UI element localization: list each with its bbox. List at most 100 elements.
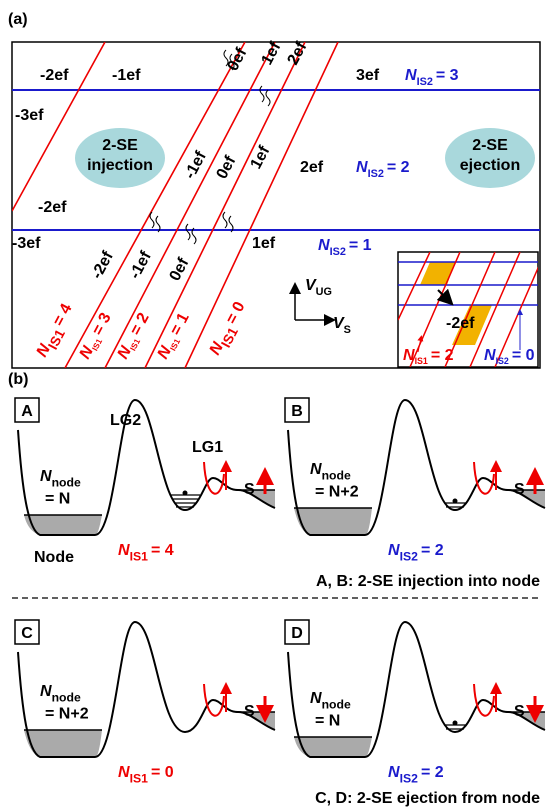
charge-label: -3ef — [15, 107, 44, 124]
symbol-label: Nnode= N+2 — [310, 461, 359, 501]
symbol: N — [403, 347, 415, 364]
symbol-label: Nnode = N — [310, 690, 351, 730]
value: = 2 — [431, 347, 454, 364]
symbol: N — [118, 542, 130, 559]
process-label: ejection — [460, 157, 520, 174]
value: = 2 — [387, 159, 410, 176]
symbol: N — [310, 690, 322, 707]
subscript: IS1 — [90, 337, 104, 352]
subscript: IS1 — [168, 337, 182, 352]
value: = N — [45, 491, 70, 508]
electron — [183, 491, 188, 496]
process-label: 2-SE — [102, 137, 138, 154]
figure: (a) (b) -2ef-1ef0ef1ef2ef3efNIS2= 3-3ef-… — [0, 0, 549, 810]
subscript: IS2 — [496, 356, 509, 366]
symbol-label: VS — [333, 315, 351, 336]
charge-label: 1ef — [248, 143, 274, 172]
symbol: N — [40, 683, 52, 700]
subscript: S — [344, 324, 351, 336]
subscript: IS2 — [400, 771, 419, 785]
charge-label: -2ef — [40, 67, 69, 84]
symbol: N — [405, 67, 417, 84]
symbol-label: Nnode = N — [40, 468, 81, 508]
electron — [453, 721, 458, 726]
symbol-label: NIS2= 2 — [356, 159, 410, 180]
subscript: IS2 — [417, 76, 433, 88]
subscript: IS1 — [128, 337, 142, 352]
charge-label: -1ef — [112, 67, 141, 84]
subscript: IS2 — [400, 549, 419, 563]
value: = 1 — [349, 237, 372, 254]
break-marks — [150, 50, 270, 244]
charge-label: -3ef — [12, 235, 41, 252]
charge-label: 1ef — [259, 39, 285, 68]
lead-label: S — [514, 703, 525, 720]
subscript: node — [322, 697, 351, 711]
subscript: IS1 — [415, 356, 428, 366]
subscript: IS2 — [330, 246, 346, 258]
symbol: N — [118, 764, 130, 781]
electron — [453, 499, 458, 504]
subscript: IS1 — [130, 771, 149, 785]
panel-letter: B — [291, 403, 303, 420]
value: = N+2 — [45, 706, 89, 723]
symbol: N — [356, 159, 368, 176]
lead-label: S — [244, 481, 255, 498]
charge-label: -2ef — [446, 315, 475, 332]
energy-diagram: DS — [285, 620, 545, 757]
value: = 2 — [421, 764, 444, 781]
energy-diagram: CS — [15, 620, 275, 757]
caption: A, B: 2-SE injection into node — [316, 573, 540, 590]
lead-label: S — [244, 703, 255, 720]
panel-label: (a) — [8, 11, 28, 28]
subscript: UG — [316, 286, 332, 298]
symbol-label: NIS1= 4 — [118, 542, 174, 563]
charge-label: 3ef — [356, 67, 380, 84]
value: = 4 — [151, 542, 174, 559]
charge-label: 1ef — [252, 235, 276, 252]
symbol-label: NIS1= 2 — [115, 310, 155, 363]
value: = 0 — [512, 347, 535, 364]
subscript: IS1 — [130, 549, 149, 563]
subscript: node — [52, 690, 81, 704]
charge-label: -1ef — [182, 148, 211, 182]
charge-label: -1ef — [127, 248, 156, 282]
charge-label: -2ef — [38, 199, 67, 216]
value: = 0 — [151, 764, 174, 781]
charge-label: 2ef — [285, 39, 311, 68]
subscript: IS2 — [368, 168, 384, 180]
symbol-label: NIS2= 2 — [388, 764, 444, 785]
process-label: 2-SE — [472, 137, 508, 154]
value: = 3 — [89, 310, 115, 338]
caption: C, D: 2-SE ejection from node — [315, 790, 540, 807]
panel-letter: D — [291, 625, 303, 642]
symbol: N — [388, 764, 400, 781]
symbol-label: NIS2= 3 — [405, 67, 459, 88]
value: = 2 — [127, 310, 153, 338]
symbol-label: NIS2= 1 — [318, 237, 372, 258]
value: = 2 — [421, 542, 444, 559]
subscript: node — [52, 475, 81, 489]
value: = 4 — [50, 301, 76, 329]
symbol: N — [484, 347, 496, 364]
process-label: injection — [87, 157, 153, 174]
energy-diagram: BS — [285, 398, 545, 535]
symbol-label: NIS2= 2 — [388, 542, 444, 563]
symbol: N — [310, 461, 322, 478]
panel-label: (b) — [8, 371, 28, 388]
value: = 0 — [223, 299, 249, 327]
symbol: N — [388, 542, 400, 559]
value: = N+2 — [315, 484, 359, 501]
symbol-label: NIS1= 0 — [118, 764, 174, 785]
symbol: N — [40, 468, 52, 485]
value: = N — [315, 713, 340, 730]
symbol-label: VUG — [305, 277, 332, 298]
node-label: Node — [34, 549, 74, 566]
barrier-label: LG1 — [192, 439, 223, 456]
symbol-label: Nnode = N+2 — [40, 683, 89, 723]
barrier-label: LG2 — [110, 412, 141, 429]
panel-letter: A — [21, 403, 33, 420]
lead-label: S — [514, 481, 525, 498]
symbol: N — [318, 237, 330, 254]
charge-label: 0ef — [214, 153, 240, 182]
